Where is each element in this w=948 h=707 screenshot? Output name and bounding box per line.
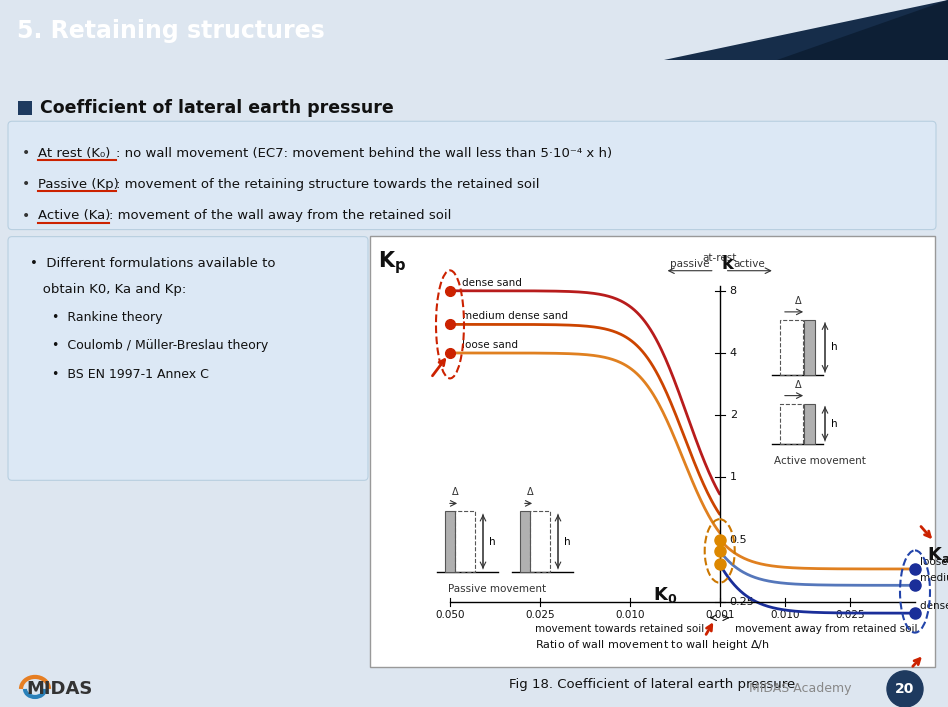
Circle shape bbox=[887, 671, 923, 707]
Text: 0.025: 0.025 bbox=[835, 609, 865, 620]
Text: active: active bbox=[734, 259, 766, 269]
Text: 2: 2 bbox=[730, 410, 737, 420]
Text: k: k bbox=[721, 255, 734, 273]
Text: : no wall movement (EC7: movement behind the wall less than 5·10⁻⁴ x h): : no wall movement (EC7: movement behind… bbox=[116, 147, 612, 160]
Polygon shape bbox=[664, 0, 948, 60]
Text: Δ: Δ bbox=[451, 487, 458, 498]
Text: 4: 4 bbox=[730, 348, 737, 358]
Text: 0.010: 0.010 bbox=[770, 609, 799, 620]
Bar bbox=[780, 320, 803, 375]
Text: h: h bbox=[831, 342, 838, 353]
Text: movement away from retained soil: movement away from retained soil bbox=[735, 624, 918, 633]
Text: dense sand: dense sand bbox=[462, 278, 522, 288]
Text: Fig 18. Coefficient of lateral earth pressure: Fig 18. Coefficient of lateral earth pre… bbox=[509, 679, 795, 691]
Text: Δ: Δ bbox=[527, 487, 534, 498]
Bar bbox=[455, 511, 475, 571]
Text: Δ: Δ bbox=[794, 296, 801, 306]
Text: h: h bbox=[564, 537, 571, 547]
Text: Ratio of wall movement to wall height $\Delta$/h: Ratio of wall movement to wall height $\… bbox=[535, 638, 770, 652]
Text: •: • bbox=[22, 209, 30, 223]
Text: •  Different formulations available to: • Different formulations available to bbox=[30, 257, 276, 270]
Text: 8: 8 bbox=[730, 286, 737, 296]
Text: medium dense sand: medium dense sand bbox=[462, 311, 568, 322]
Bar bbox=[370, 235, 935, 667]
Bar bbox=[804, 320, 815, 375]
Text: •: • bbox=[22, 177, 30, 192]
Text: at-rest: at-rest bbox=[702, 252, 737, 263]
Text: h: h bbox=[489, 537, 496, 547]
Text: 5. Retaining structures: 5. Retaining structures bbox=[17, 19, 325, 43]
Bar bbox=[445, 511, 455, 571]
Text: passive: passive bbox=[670, 259, 709, 269]
Text: : movement of the wall away from the retained soil: : movement of the wall away from the ret… bbox=[110, 209, 452, 222]
FancyBboxPatch shape bbox=[8, 122, 936, 230]
Text: 20: 20 bbox=[895, 682, 915, 696]
Text: Active (Ka): Active (Ka) bbox=[38, 209, 110, 222]
Text: $\mathbf{K_p}$: $\mathbf{K_p}$ bbox=[378, 249, 407, 276]
Text: Coefficient of lateral earth pressure: Coefficient of lateral earth pressure bbox=[40, 99, 393, 117]
Text: MIDAS: MIDAS bbox=[27, 680, 93, 698]
Bar bbox=[18, 101, 32, 115]
Polygon shape bbox=[777, 0, 948, 60]
Text: : movement of the retaining structure towards the retained soil: : movement of the retaining structure to… bbox=[116, 178, 539, 191]
Text: loose sand: loose sand bbox=[462, 340, 518, 350]
Text: dense sand: dense sand bbox=[920, 601, 948, 611]
Bar bbox=[804, 404, 815, 444]
Text: 0.010: 0.010 bbox=[615, 609, 645, 620]
Bar bbox=[780, 404, 803, 444]
Text: 0.050: 0.050 bbox=[435, 609, 465, 620]
Text: Passive (Kp): Passive (Kp) bbox=[38, 178, 118, 191]
Bar bbox=[530, 511, 550, 571]
FancyBboxPatch shape bbox=[8, 237, 368, 480]
Text: Δ: Δ bbox=[794, 380, 801, 390]
Text: •  BS EN 1997-1 Annex C: • BS EN 1997-1 Annex C bbox=[52, 368, 209, 380]
Text: Passive movement: Passive movement bbox=[448, 584, 547, 594]
Text: $\mathbf{K_a}$: $\mathbf{K_a}$ bbox=[927, 544, 948, 564]
Text: At rest (K₀): At rest (K₀) bbox=[38, 147, 110, 160]
Text: 0.25: 0.25 bbox=[730, 597, 755, 607]
Text: 0.001: 0.001 bbox=[705, 609, 735, 620]
Text: 1: 1 bbox=[730, 472, 737, 482]
Text: loose sand: loose sand bbox=[920, 557, 948, 567]
Bar bbox=[520, 511, 530, 571]
Text: •  Coulomb / Müller-Breslau theory: • Coulomb / Müller-Breslau theory bbox=[52, 339, 268, 352]
Text: Active movement: Active movement bbox=[775, 456, 866, 466]
Text: movement towards retained soil: movement towards retained soil bbox=[536, 624, 704, 633]
Text: MIDAS Academy: MIDAS Academy bbox=[749, 682, 851, 696]
Text: medium dense sand: medium dense sand bbox=[920, 573, 948, 583]
Text: obtain K0, Ka and Kp:: obtain K0, Ka and Kp: bbox=[30, 284, 186, 296]
Text: h: h bbox=[831, 419, 838, 428]
Text: 0.5: 0.5 bbox=[730, 534, 747, 544]
Text: 0.025: 0.025 bbox=[525, 609, 555, 620]
Text: •  Rankine theory: • Rankine theory bbox=[52, 311, 162, 325]
Text: $\mathbf{K_0}$: $\mathbf{K_0}$ bbox=[652, 585, 677, 604]
Text: •: • bbox=[22, 146, 30, 160]
